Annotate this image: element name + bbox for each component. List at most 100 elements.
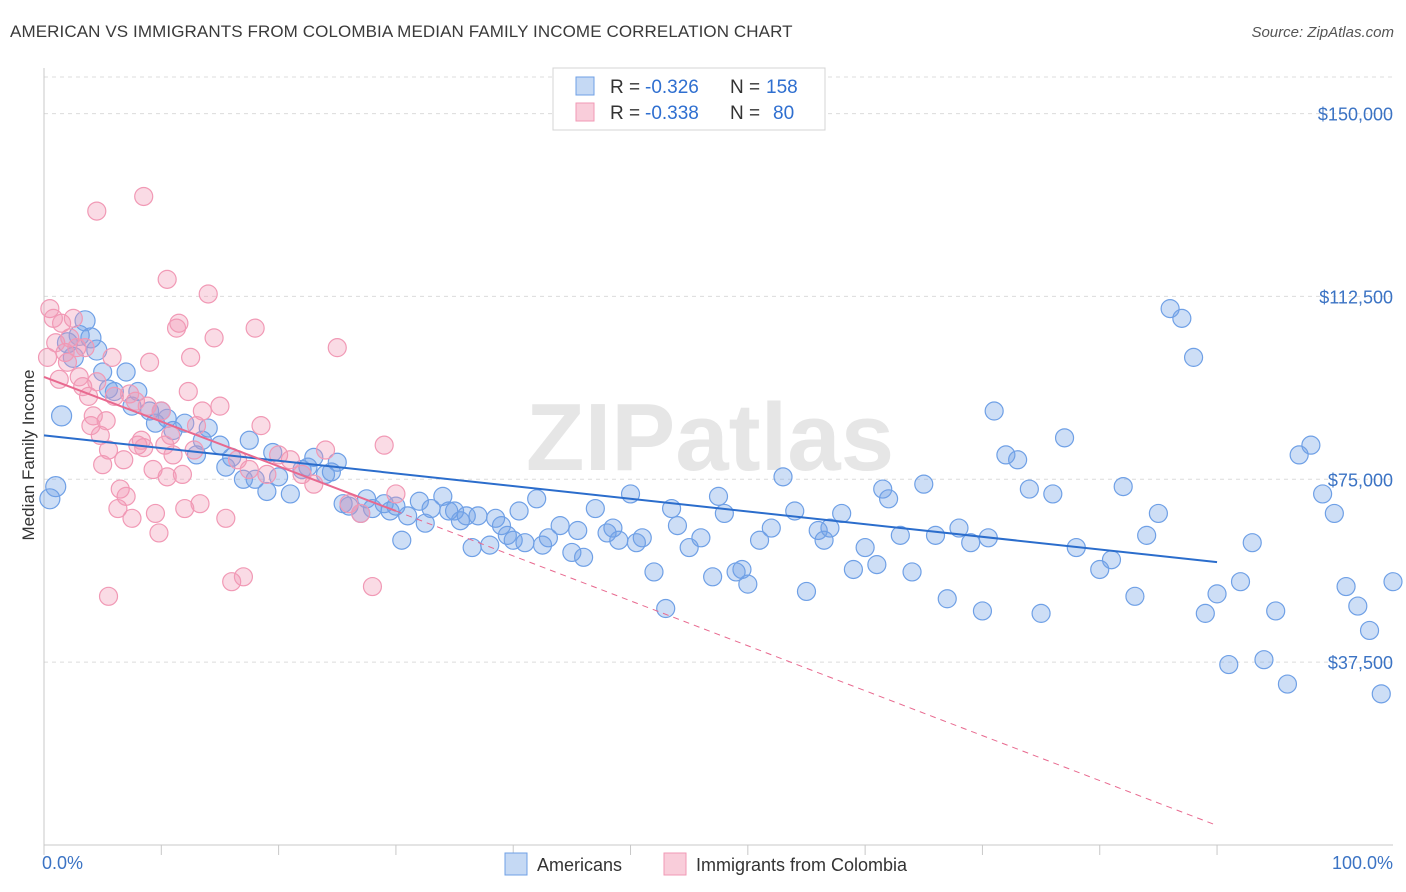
point-1-72 — [351, 503, 371, 524]
stats-n-label-0: N = — [730, 77, 760, 98]
point-0-33 — [280, 484, 300, 504]
point-1-23 — [104, 386, 124, 406]
point-1-49 — [181, 347, 201, 367]
point-1-70 — [327, 338, 347, 358]
point-0-69 — [538, 528, 559, 548]
point-0-77 — [609, 530, 629, 550]
point-0-7 — [80, 327, 102, 349]
point-1-27 — [116, 486, 136, 506]
point-1-9 — [63, 308, 83, 328]
point-0-102 — [843, 559, 864, 580]
point-1-57 — [216, 508, 236, 528]
point-0-12 — [116, 362, 136, 382]
point-0-72 — [568, 520, 588, 541]
point-1-69 — [315, 440, 336, 460]
point-0-94 — [761, 518, 781, 538]
point-0-99 — [814, 530, 834, 550]
point-0-81 — [644, 562, 664, 582]
point-0-125 — [1101, 550, 1122, 570]
point-0-23 — [198, 418, 218, 438]
point-1-66 — [280, 450, 300, 470]
point-0-71 — [562, 542, 582, 563]
point-0-20 — [175, 413, 195, 433]
point-0-100 — [820, 518, 840, 538]
point-1-55 — [204, 328, 224, 348]
x-tick-labels: 0.0% 100.0% — [42, 853, 1393, 873]
point-0-106 — [878, 489, 899, 509]
point-1-54 — [198, 284, 218, 304]
point-0-138 — [1254, 650, 1274, 670]
point-0-89 — [714, 503, 734, 524]
point-1-73 — [362, 576, 383, 597]
point-0-84 — [667, 516, 688, 536]
point-1-52 — [190, 494, 210, 514]
point-0-55 — [444, 501, 465, 521]
point-0-116 — [984, 401, 1004, 421]
point-0-112 — [949, 518, 969, 538]
point-1-46 — [172, 464, 193, 485]
point-0-111 — [937, 589, 957, 609]
point-1-10 — [67, 338, 87, 358]
stats-legend-swatch-colombia — [575, 102, 595, 122]
point-1-47 — [175, 498, 195, 519]
point-0-2 — [50, 405, 73, 427]
point-0-137 — [1242, 533, 1262, 553]
point-0-82 — [656, 598, 676, 619]
point-0-0 — [39, 488, 61, 510]
stats-legend-swatch-americans — [575, 76, 595, 96]
point-0-109 — [914, 474, 934, 494]
point-0-121 — [1043, 484, 1063, 504]
point-0-114 — [972, 601, 993, 621]
point-0-59 — [468, 506, 488, 526]
point-1-38 — [149, 523, 169, 543]
point-1-78 — [157, 269, 177, 289]
point-0-131 — [1172, 308, 1192, 328]
point-0-95 — [773, 467, 793, 487]
watermark: ZIPatlas — [526, 384, 894, 491]
y-tick-label-1: $75,000 — [1328, 470, 1393, 490]
point-1-64 — [257, 464, 277, 485]
x-tick-label-1: 100.0% — [1332, 853, 1393, 873]
point-1-29 — [122, 508, 142, 528]
point-1-30 — [125, 391, 146, 411]
point-0-146 — [1348, 596, 1368, 616]
point-0-92 — [738, 574, 758, 594]
point-0-62 — [491, 516, 512, 536]
point-0-127 — [1125, 586, 1145, 606]
point-0-70 — [550, 516, 570, 536]
point-1-0 — [37, 347, 58, 367]
point-0-86 — [691, 528, 711, 548]
point-1-45 — [169, 313, 189, 333]
chart-title: AMERICAN VS IMMIGRANTS FROM COLOMBIA MED… — [10, 22, 793, 41]
stats-r-label-0: R = — [610, 77, 640, 98]
point-0-9 — [93, 362, 113, 382]
stats-r-value-0: -0.326 — [645, 77, 699, 98]
point-0-53 — [433, 486, 453, 506]
point-0-107 — [890, 525, 910, 545]
point-0-145 — [1336, 576, 1356, 597]
point-0-48 — [392, 530, 412, 550]
point-1-37 — [145, 503, 166, 524]
legend-swatch-colombia — [663, 852, 687, 876]
point-1-13 — [75, 338, 95, 358]
y-axis-title: Median Family Income — [19, 369, 38, 540]
axes — [43, 68, 1393, 855]
point-0-36 — [304, 447, 324, 467]
point-1-63 — [251, 416, 271, 436]
legend-swatch-americans — [504, 852, 528, 876]
trend-extension-1 — [395, 510, 1218, 826]
point-0-88 — [708, 486, 729, 506]
point-1-48 — [178, 381, 198, 402]
point-0-11 — [104, 381, 124, 402]
point-1-74 — [374, 435, 394, 455]
point-0-142 — [1301, 435, 1321, 455]
point-0-134 — [1207, 584, 1227, 604]
point-0-76 — [603, 518, 623, 538]
point-1-41 — [157, 467, 177, 487]
trend-line-1 — [43, 375, 397, 512]
point-0-101 — [832, 503, 852, 524]
y-tick-label-2: $112,500 — [1319, 287, 1393, 307]
point-0-91 — [732, 559, 752, 580]
point-0-32 — [269, 467, 289, 487]
